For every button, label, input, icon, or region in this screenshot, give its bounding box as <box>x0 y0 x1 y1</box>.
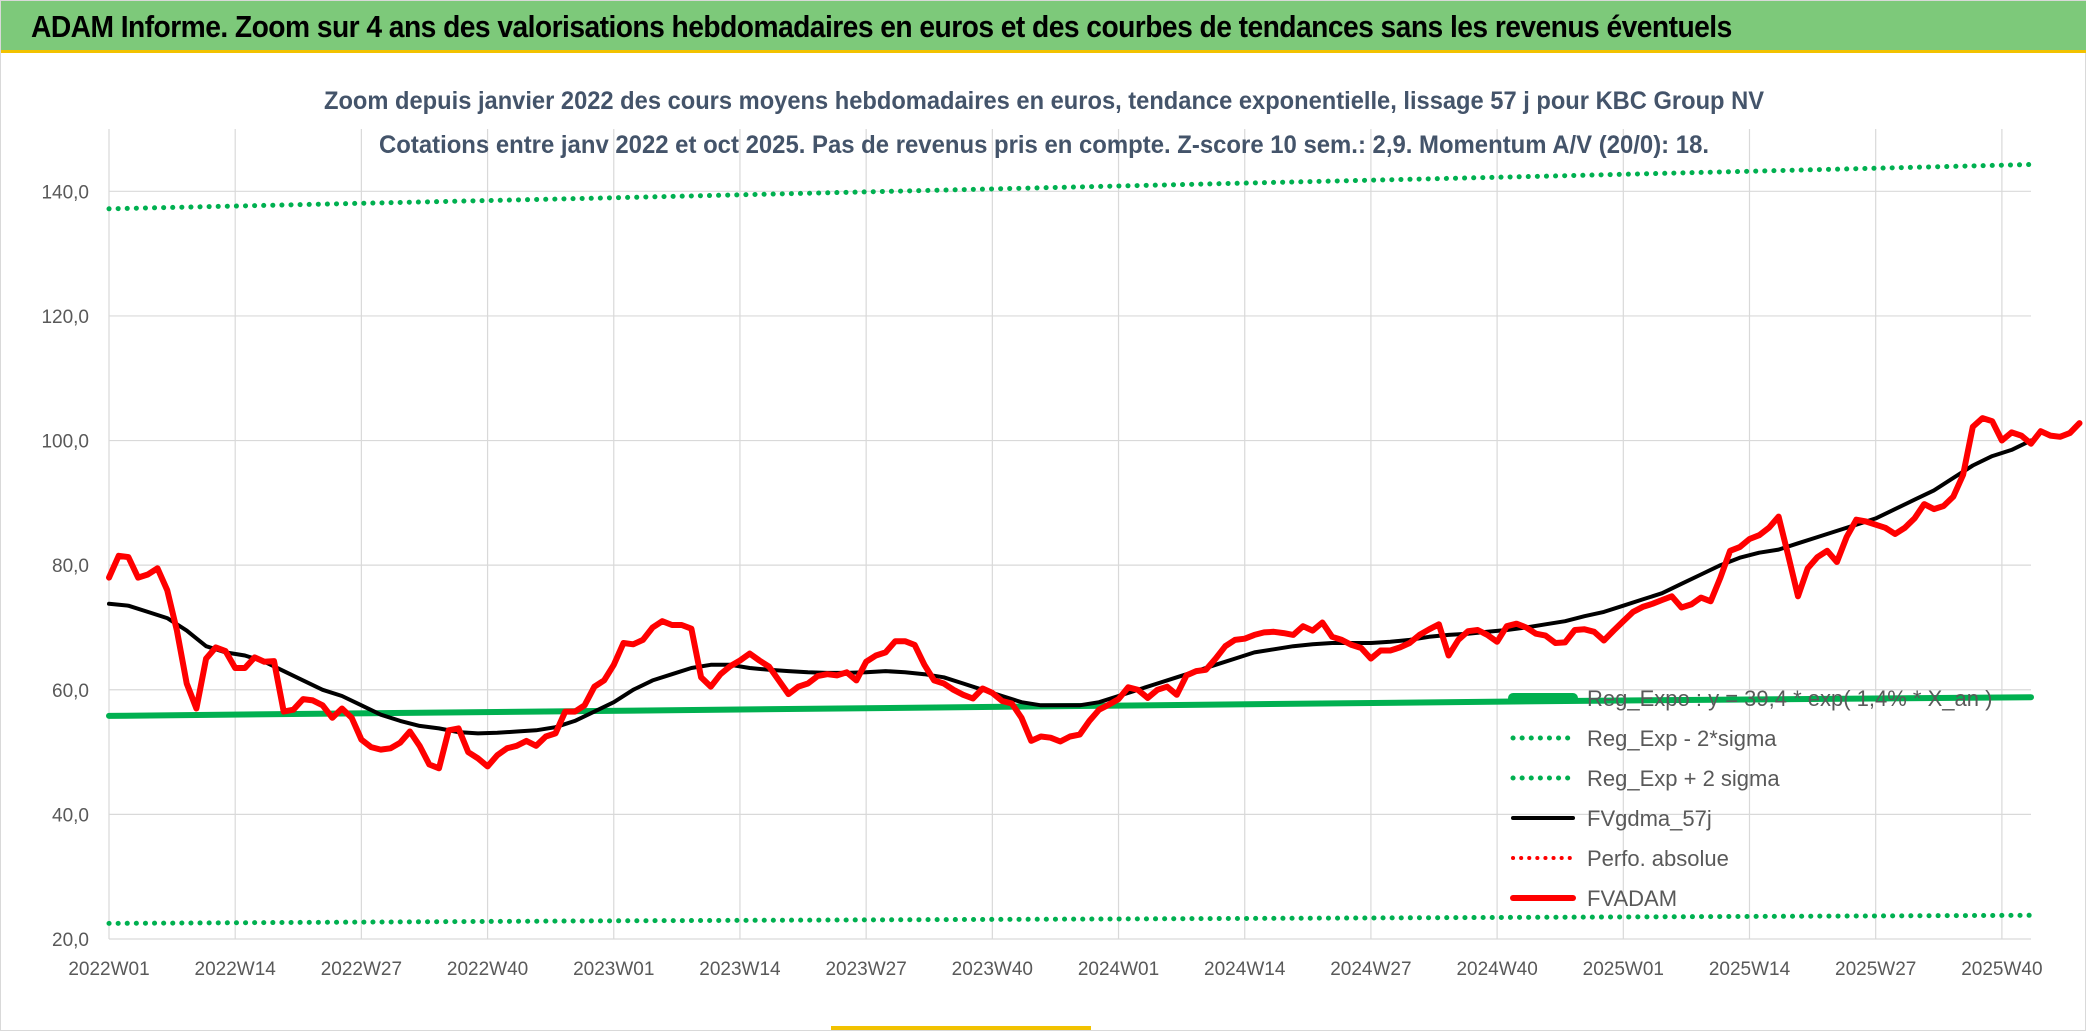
x-tick-label: 2022W27 <box>321 959 402 980</box>
x-tick-label: 2024W01 <box>1078 959 1159 980</box>
legend-perfo-absolue: Perfo. absolue <box>1511 846 1729 871</box>
x-tick-label: 2025W40 <box>1961 959 2042 980</box>
series-reg-exp-plus-2sigma-line <box>106 162 2034 212</box>
chart-subtitle: Cotations entre janv 2022 et oct 2025. P… <box>379 131 1709 159</box>
legend-label: Perfo. absolue <box>1587 846 1729 871</box>
x-tick-label: 2024W40 <box>1456 959 1537 980</box>
x-tick-label: 2023W14 <box>699 959 781 980</box>
x-tick-label: 2025W14 <box>1709 959 1791 980</box>
legend-label: FVgdma_57j <box>1587 806 1712 831</box>
legend-label: FVADAM <box>1587 886 1677 911</box>
legend-fvgdma-57j: FVgdma_57j <box>1511 806 1712 831</box>
y-tick-label: 100,0 <box>41 432 89 453</box>
y-tick-label: 140,0 <box>41 182 89 203</box>
legend-label: Reg_Exp + 2 sigma <box>1587 766 1780 791</box>
x-tick-label: 2023W27 <box>825 959 906 980</box>
bottom-accent-bar <box>831 1026 1091 1030</box>
y-tick-label: 40,0 <box>52 805 89 826</box>
y-tick-label: 80,0 <box>52 556 89 577</box>
x-tick-label: 2024W27 <box>1330 959 1411 980</box>
series-fvgdma-57j-line <box>107 438 2033 736</box>
x-tick-label: 2022W14 <box>195 959 277 980</box>
legend-reg-exp-plus-2sigma: Reg_Exp + 2 sigma <box>1510 766 1780 791</box>
chart-title: Zoom depuis janvier 2022 des cours moyen… <box>324 87 1764 115</box>
y-tick-label: 60,0 <box>52 681 89 702</box>
legend-reg-exp-minus-2sigma: Reg_Exp - 2*sigma <box>1510 726 1777 751</box>
x-tick-label: 2023W01 <box>573 959 654 980</box>
x-tick-label: 2022W40 <box>447 959 528 980</box>
header-banner: ADAM Informe. Zoom sur 4 ans des valoris… <box>1 1 2086 53</box>
legend-reg-expo: Reg_Expo : y = 39,4 * exp( 1,4% * X_an ) <box>1508 686 1992 711</box>
legend-fvadam: FVADAM <box>1510 886 1677 911</box>
x-tick-label: 2025W01 <box>1583 959 1664 980</box>
y-tick-label: 120,0 <box>41 307 89 328</box>
y-tick-label: 20,0 <box>52 930 89 951</box>
page-title: ADAM Informe. Zoom sur 4 ans des valoris… <box>31 9 1732 44</box>
x-tick-label: 2024W14 <box>1204 959 1286 980</box>
series-reg-exp-minus-2sigma-line <box>106 912 2034 926</box>
x-tick-label: 2022W01 <box>68 959 149 980</box>
series-fvadam-line <box>106 415 2083 772</box>
x-tick-label: 2023W40 <box>952 959 1033 980</box>
x-tick-label: 2025W27 <box>1835 959 1916 980</box>
legend-label: Reg_Exp - 2*sigma <box>1587 726 1777 751</box>
legend-label: Reg_Expo : y = 39,4 * exp( 1,4% * X_an ) <box>1587 686 1992 711</box>
